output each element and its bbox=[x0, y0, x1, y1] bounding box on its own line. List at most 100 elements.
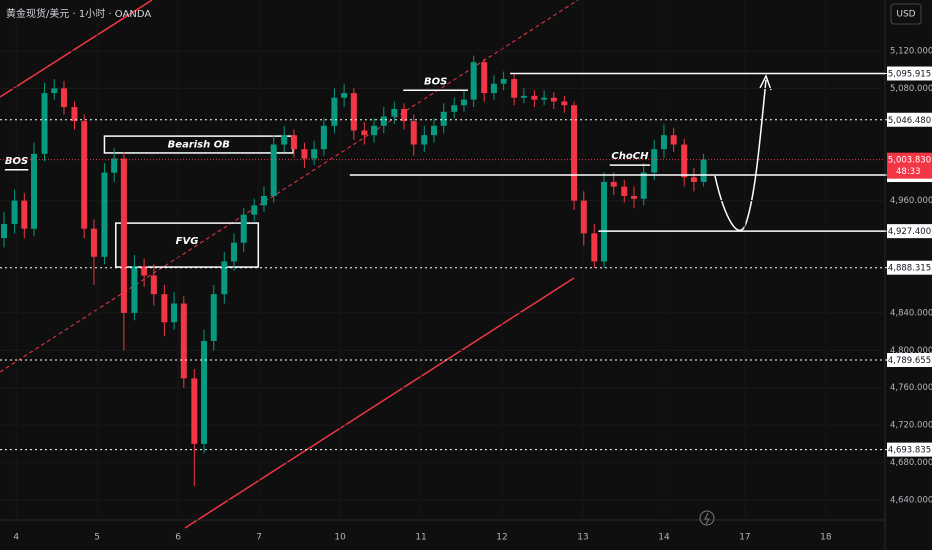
last-price-label: 5,003.830 bbox=[888, 156, 931, 166]
countdown: 48:33 bbox=[896, 167, 921, 177]
candle-body bbox=[470, 62, 477, 100]
y-tick-label: 5,120.000 bbox=[890, 46, 932, 56]
annotation-label: BOS bbox=[424, 76, 447, 87]
currency-label[interactable]: USD bbox=[896, 10, 915, 20]
level-label: 5,046.480 bbox=[888, 116, 931, 126]
x-tick-label: 5 bbox=[94, 533, 100, 543]
level-label: 4,789.655 bbox=[888, 356, 931, 366]
candle-body bbox=[210, 294, 217, 341]
candle-body bbox=[561, 101, 568, 106]
candle-body bbox=[430, 125, 437, 136]
level-label-box bbox=[887, 442, 932, 457]
x-tick-label: 6 bbox=[175, 533, 181, 543]
candle-body bbox=[191, 378, 198, 444]
candle-body bbox=[71, 107, 78, 122]
level-label-box bbox=[887, 66, 932, 81]
zone-label: Bearish OB bbox=[168, 140, 230, 151]
candle-body bbox=[371, 125, 378, 136]
candle-body bbox=[171, 303, 178, 323]
x-tick-label: 10 bbox=[334, 533, 346, 543]
candle-body bbox=[231, 242, 238, 262]
x-tick-label: 13 bbox=[577, 533, 588, 543]
x-tick-label: 4 bbox=[13, 533, 19, 543]
candle-body bbox=[311, 149, 318, 159]
candle-body bbox=[621, 186, 628, 196]
level-label: 4,888.315 bbox=[888, 264, 931, 274]
level-label-box bbox=[887, 352, 932, 367]
candle-body bbox=[81, 121, 88, 229]
y-tick-label: 4,960.000 bbox=[890, 196, 932, 206]
candles bbox=[1, 55, 707, 486]
candle-body bbox=[251, 205, 258, 215]
y-tick-label: 4,760.000 bbox=[890, 383, 932, 393]
candle-body bbox=[341, 93, 348, 98]
candle-body bbox=[700, 159, 707, 182]
candle-body bbox=[270, 144, 277, 196]
candle-body bbox=[610, 181, 617, 187]
candle-body bbox=[90, 228, 97, 257]
candle-body bbox=[481, 62, 488, 94]
candle-body bbox=[451, 105, 458, 112]
candle-body bbox=[601, 181, 608, 262]
x-tick-label: 17 bbox=[739, 533, 750, 543]
candle-body bbox=[550, 97, 557, 102]
channel-mid bbox=[0, 0, 579, 373]
candle-body bbox=[571, 105, 578, 201]
y-tick-label: 4,800.000 bbox=[890, 346, 932, 356]
arrow-head bbox=[759, 74, 772, 91]
zone-label: FVG bbox=[176, 236, 199, 247]
annotation-label: BOS bbox=[5, 156, 28, 167]
currency-button[interactable] bbox=[890, 3, 922, 25]
level-label: 5,095.915 bbox=[888, 70, 931, 80]
candle-body bbox=[361, 130, 368, 136]
candle-body bbox=[111, 158, 118, 173]
projection-arrow bbox=[714, 79, 767, 232]
candle-body bbox=[690, 177, 697, 182]
candle-body bbox=[120, 158, 127, 313]
candle-body bbox=[460, 99, 467, 106]
candle-body bbox=[290, 135, 297, 150]
candle-body bbox=[101, 172, 108, 257]
candle-body bbox=[180, 303, 187, 379]
candle-body bbox=[380, 116, 387, 126]
candle-body bbox=[410, 121, 417, 145]
candle-body bbox=[350, 93, 357, 131]
candle-body bbox=[41, 93, 48, 154]
y-tick-label: 5,080.000 bbox=[890, 84, 932, 94]
candle-body bbox=[580, 200, 587, 234]
replay-icon[interactable] bbox=[699, 510, 715, 526]
candle-body bbox=[490, 83, 497, 94]
x-tick-label: 7 bbox=[256, 533, 262, 543]
icon-circle[interactable] bbox=[699, 510, 715, 526]
candle-body bbox=[511, 79, 518, 98]
level-label: 4,693.835 bbox=[888, 446, 931, 456]
candle-body bbox=[51, 88, 58, 94]
candle-body bbox=[520, 95, 527, 98]
level-label: 4,927.400 bbox=[888, 227, 931, 237]
x-tick-label: 11 bbox=[415, 533, 426, 543]
x-tick-label: 14 bbox=[658, 533, 670, 543]
candle-body bbox=[401, 108, 408, 122]
candle-body bbox=[221, 261, 228, 295]
level-label-box bbox=[887, 112, 932, 127]
channel-lower bbox=[184, 277, 575, 529]
candle-body bbox=[21, 200, 28, 229]
candle-body bbox=[260, 195, 267, 206]
candle-body bbox=[11, 200, 18, 225]
candle-body bbox=[141, 266, 148, 276]
y-tick-label: 4,680.000 bbox=[890, 458, 932, 468]
icon-bolt[interactable] bbox=[704, 512, 710, 525]
chart-title: 黄金现货/美元 · 1小时 · OANDA bbox=[6, 7, 151, 20]
candle-body bbox=[391, 108, 398, 117]
candle-body bbox=[500, 79, 507, 84]
candle-body bbox=[31, 153, 38, 229]
candle-body bbox=[541, 97, 548, 100]
candle-body bbox=[531, 95, 538, 100]
candle-body bbox=[421, 135, 428, 145]
level-label-box bbox=[887, 224, 932, 239]
annotation-label: ChoCH bbox=[611, 151, 649, 162]
channel-upper bbox=[0, 0, 153, 98]
candle-body bbox=[320, 125, 327, 150]
